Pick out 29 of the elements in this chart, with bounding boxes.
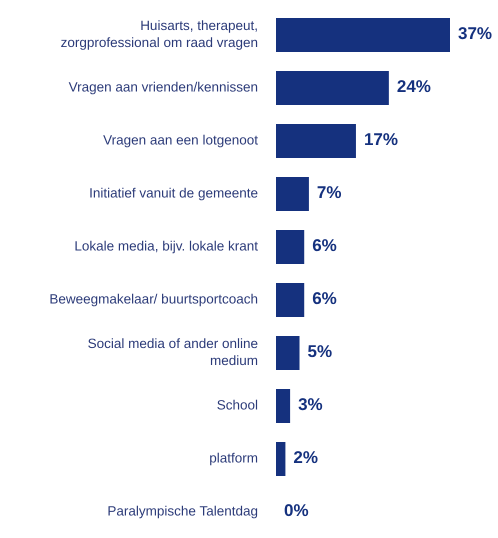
data-label: 6% xyxy=(312,288,337,308)
bar xyxy=(276,71,389,105)
bar xyxy=(276,177,309,211)
bar xyxy=(276,389,290,423)
bar xyxy=(276,230,304,264)
y-tick-label: Social media of ander online medium xyxy=(88,336,258,368)
data-label: 0% xyxy=(284,500,309,520)
data-label: 6% xyxy=(312,236,337,255)
data-label: 7% xyxy=(316,182,342,202)
y-tick-label: Paralympische Talentdag xyxy=(107,503,258,518)
y-tick-label: Lokale media, bijv. lokale krant xyxy=(74,238,258,254)
data-label: 5% xyxy=(308,342,332,361)
bar xyxy=(276,336,300,370)
data-label: 37% xyxy=(458,24,492,43)
y-tick-label: School xyxy=(216,397,258,412)
data-label: 2% xyxy=(293,448,318,467)
bar xyxy=(276,442,286,476)
y-tick-label: Initiatief vanuit de gemeente xyxy=(89,185,258,200)
bar xyxy=(276,283,304,317)
y-tick-label: Huisarts, therapeut, zorgprofessional om raad vragen xyxy=(60,18,258,50)
y-tick-label: Vragen aan een lotgenoot xyxy=(103,132,258,148)
y-tick-label: Vragen aan vrienden/kennissen xyxy=(68,79,258,94)
data-label: 3% xyxy=(298,394,323,414)
data-label: 17% xyxy=(364,130,398,149)
y-tick-label: platform xyxy=(209,450,258,466)
bar xyxy=(276,18,450,52)
data-label: 24% xyxy=(396,76,431,96)
y-tick-label: Beweegmakelaar/ buurtsportcoach xyxy=(49,291,258,306)
bar xyxy=(276,124,356,158)
